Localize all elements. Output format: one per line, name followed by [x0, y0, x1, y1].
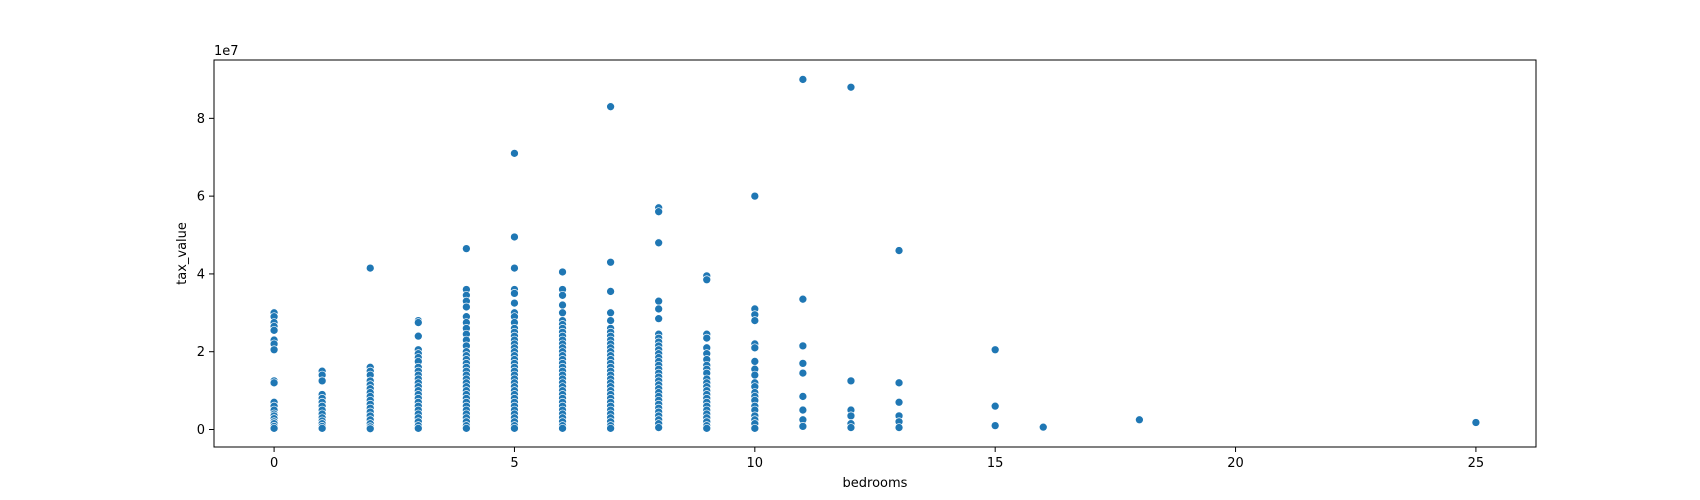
data-point [750, 316, 760, 325]
data-point [798, 368, 808, 378]
data-point [846, 376, 856, 386]
data-point [606, 316, 615, 325]
data-point [413, 331, 423, 341]
data-point [894, 246, 904, 255]
data-point [606, 102, 615, 112]
data-point [894, 378, 904, 388]
data-point [1038, 422, 1048, 432]
data-point [558, 290, 567, 300]
plot-area [214, 60, 1536, 447]
data-point [654, 296, 664, 306]
data-point [750, 370, 760, 380]
data-point [654, 207, 664, 217]
data-point [798, 405, 808, 415]
data-point [269, 325, 279, 335]
data-point [846, 82, 856, 92]
x-tick-label: 25 [1468, 456, 1485, 471]
data-point [558, 308, 567, 318]
y-tick-label: 2 [197, 345, 205, 360]
data-point [510, 149, 519, 158]
y-tick-label: 4 [197, 267, 205, 282]
data-point [798, 341, 808, 351]
x-tick-label: 5 [510, 456, 518, 471]
data-point [750, 343, 760, 353]
y-tick-label: 0 [197, 423, 205, 438]
y-axis-offset-label: 1e7 [214, 44, 239, 59]
data-point [894, 397, 904, 407]
data-point [846, 411, 856, 421]
data-point [510, 263, 519, 273]
data-point [365, 263, 375, 273]
data-point [510, 232, 519, 242]
data-point [413, 423, 423, 433]
data-point [654, 314, 664, 323]
data-point [702, 333, 712, 343]
y-tick-label: 6 [197, 190, 205, 205]
data-point [606, 423, 615, 433]
data-point [462, 423, 471, 433]
data-points [269, 75, 1481, 434]
data-point [1471, 418, 1481, 427]
y-axis-ticks: 0 2 4 6 8 [197, 112, 214, 438]
data-point [798, 75, 808, 84]
data-point [798, 392, 808, 401]
x-tick-label: 10 [747, 456, 764, 471]
x-tick-label: 15 [987, 456, 1004, 471]
data-point [846, 423, 856, 432]
data-point [510, 298, 519, 308]
data-point [702, 423, 712, 433]
y-tick-label: 8 [197, 112, 205, 127]
data-point [462, 244, 471, 253]
data-point [798, 359, 808, 368]
data-point [269, 423, 279, 433]
data-point [654, 423, 664, 432]
data-point [606, 287, 615, 296]
y-axis-label: tax_value [175, 222, 190, 285]
data-point [558, 300, 567, 310]
data-point [558, 267, 567, 277]
data-point [750, 191, 760, 201]
data-point [365, 424, 375, 434]
data-point [798, 294, 808, 304]
data-point [990, 401, 1000, 411]
data-point [558, 423, 567, 433]
x-tick-label: 0 [270, 456, 278, 471]
data-point [702, 275, 712, 285]
data-point [990, 345, 1000, 355]
data-point [894, 423, 904, 432]
data-point [750, 423, 760, 433]
data-point [1135, 415, 1144, 425]
plot-frame [213, 59, 1537, 448]
x-axis-label: bedrooms [843, 476, 908, 491]
data-point [510, 289, 519, 298]
data-point [750, 357, 760, 366]
data-point [606, 308, 615, 318]
x-axis-ticks: 0 5 10 15 20 25 [270, 447, 1484, 471]
data-point [269, 378, 279, 388]
data-point [606, 257, 615, 267]
data-point [510, 423, 519, 433]
data-point [269, 345, 279, 355]
data-point [317, 376, 327, 386]
data-point [317, 423, 327, 433]
x-tick-label: 20 [1227, 456, 1244, 471]
data-point [990, 421, 1000, 430]
data-point [462, 302, 471, 312]
data-point [654, 238, 664, 248]
data-point [798, 422, 808, 431]
data-point [413, 318, 423, 327]
data-point [654, 304, 664, 314]
